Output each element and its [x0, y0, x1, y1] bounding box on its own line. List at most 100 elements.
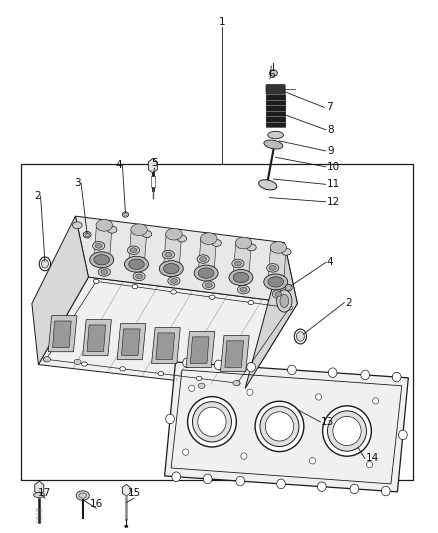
Ellipse shape	[92, 241, 105, 250]
Ellipse shape	[34, 492, 45, 498]
Bar	[21, 164, 413, 480]
Polygon shape	[220, 336, 249, 372]
Ellipse shape	[247, 244, 256, 251]
Text: 15: 15	[127, 488, 141, 498]
Ellipse shape	[107, 226, 117, 233]
Ellipse shape	[350, 484, 359, 494]
Ellipse shape	[277, 290, 292, 312]
Ellipse shape	[101, 270, 108, 274]
Text: 7: 7	[325, 102, 332, 112]
Ellipse shape	[198, 383, 205, 389]
Text: 2: 2	[34, 191, 41, 201]
Polygon shape	[117, 324, 146, 360]
Text: 14: 14	[366, 454, 379, 463]
Ellipse shape	[187, 397, 237, 447]
Ellipse shape	[183, 449, 189, 455]
Ellipse shape	[159, 261, 183, 277]
Ellipse shape	[328, 368, 337, 377]
Polygon shape	[152, 328, 180, 364]
Ellipse shape	[240, 287, 247, 292]
Polygon shape	[225, 341, 244, 367]
Ellipse shape	[198, 407, 226, 437]
Ellipse shape	[79, 493, 87, 498]
Text: 11: 11	[327, 179, 340, 189]
Ellipse shape	[255, 401, 304, 451]
Ellipse shape	[166, 228, 182, 240]
Ellipse shape	[264, 274, 288, 290]
Ellipse shape	[233, 272, 249, 282]
Ellipse shape	[209, 295, 215, 300]
Polygon shape	[165, 362, 408, 492]
Ellipse shape	[269, 265, 276, 270]
Polygon shape	[48, 316, 77, 352]
Bar	[266, 94, 285, 127]
Text: 12: 12	[327, 197, 340, 207]
Ellipse shape	[280, 294, 289, 308]
Ellipse shape	[136, 274, 143, 279]
Ellipse shape	[272, 290, 284, 298]
Ellipse shape	[282, 248, 291, 255]
Ellipse shape	[192, 402, 231, 442]
Ellipse shape	[294, 329, 307, 344]
Ellipse shape	[43, 357, 49, 361]
Ellipse shape	[96, 220, 113, 231]
Ellipse shape	[122, 212, 128, 217]
Text: 5: 5	[151, 158, 158, 168]
Ellipse shape	[76, 491, 89, 500]
Ellipse shape	[142, 231, 152, 238]
Text: 3: 3	[74, 177, 81, 188]
Ellipse shape	[361, 370, 370, 379]
Ellipse shape	[260, 406, 299, 447]
Ellipse shape	[127, 246, 140, 254]
Polygon shape	[148, 158, 157, 173]
Text: 10: 10	[327, 162, 340, 172]
Ellipse shape	[197, 255, 209, 263]
Ellipse shape	[236, 477, 245, 486]
Ellipse shape	[287, 306, 292, 310]
Ellipse shape	[196, 376, 202, 381]
Text: 16: 16	[90, 498, 103, 508]
Bar	[151, 176, 155, 187]
Ellipse shape	[200, 257, 207, 261]
Polygon shape	[121, 329, 140, 356]
Polygon shape	[53, 321, 71, 348]
Ellipse shape	[392, 372, 401, 382]
Ellipse shape	[124, 213, 127, 216]
Ellipse shape	[165, 252, 172, 257]
Text: 13: 13	[321, 417, 335, 427]
Ellipse shape	[285, 285, 292, 291]
Polygon shape	[198, 239, 216, 273]
Text: 4: 4	[116, 160, 122, 169]
Ellipse shape	[268, 131, 283, 139]
Polygon shape	[186, 332, 215, 368]
Polygon shape	[75, 216, 297, 304]
Polygon shape	[39, 277, 297, 389]
Ellipse shape	[233, 381, 240, 386]
Ellipse shape	[95, 244, 102, 248]
Ellipse shape	[318, 482, 326, 491]
Text: 6: 6	[268, 70, 275, 79]
Ellipse shape	[315, 394, 321, 400]
Ellipse shape	[158, 372, 164, 376]
Ellipse shape	[373, 398, 379, 404]
Ellipse shape	[166, 414, 174, 424]
Ellipse shape	[248, 301, 254, 305]
Ellipse shape	[93, 279, 99, 284]
Ellipse shape	[133, 272, 145, 281]
Ellipse shape	[235, 237, 252, 249]
Ellipse shape	[241, 453, 247, 459]
Ellipse shape	[310, 458, 315, 464]
Ellipse shape	[198, 268, 214, 278]
Polygon shape	[245, 243, 297, 389]
Ellipse shape	[94, 255, 110, 265]
Ellipse shape	[333, 416, 361, 446]
Ellipse shape	[163, 263, 179, 274]
Ellipse shape	[170, 278, 177, 283]
Polygon shape	[32, 216, 88, 365]
Ellipse shape	[234, 381, 240, 385]
Ellipse shape	[120, 367, 125, 371]
Ellipse shape	[124, 525, 128, 528]
Ellipse shape	[270, 241, 286, 253]
Ellipse shape	[189, 385, 195, 391]
Ellipse shape	[288, 365, 296, 375]
